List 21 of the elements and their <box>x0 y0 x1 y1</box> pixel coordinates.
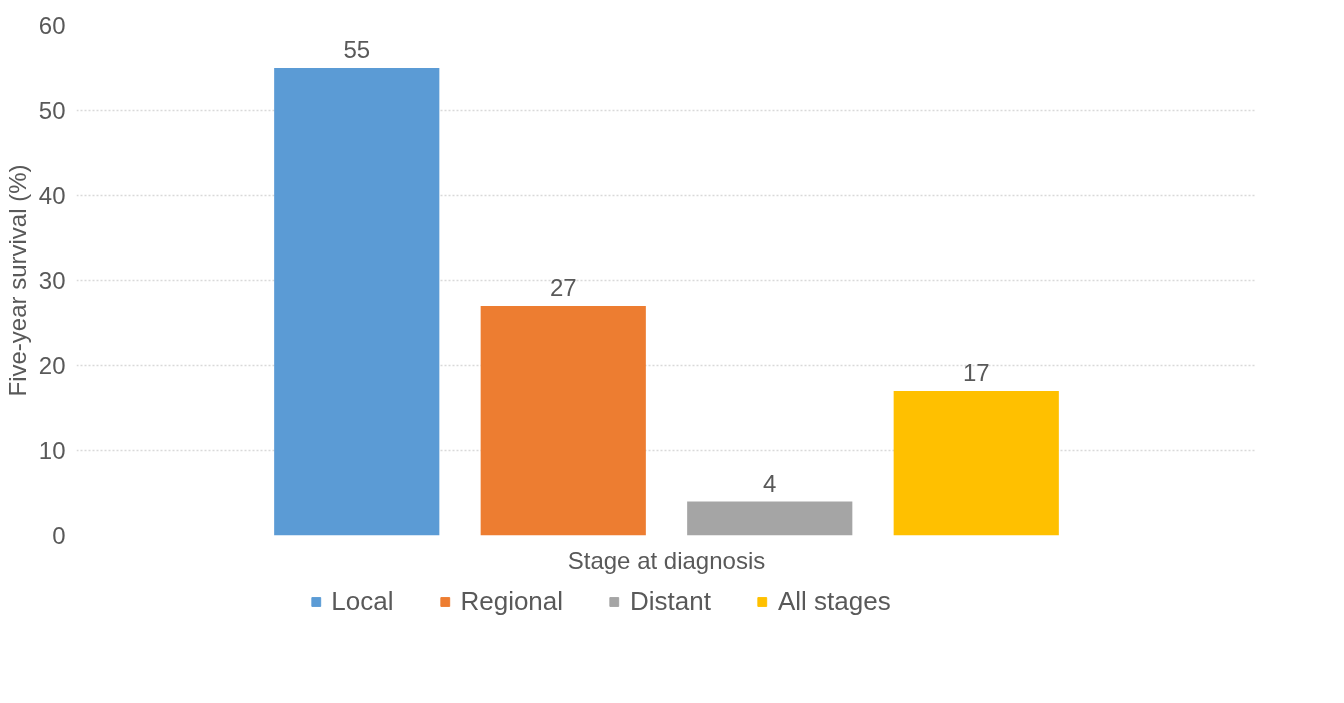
y-tick-label: 40 <box>38 182 66 209</box>
data-label: 4 <box>763 469 777 497</box>
y-tick-label: 0 <box>52 522 66 549</box>
y-tick-label: 20 <box>38 352 66 379</box>
y-tick-label: 50 <box>38 97 66 124</box>
y-tick-label: 30 <box>38 267 66 294</box>
data-label: 17 <box>962 359 990 386</box>
y-axis-title: Five-year survival (%) <box>3 164 31 397</box>
bar <box>893 391 1059 536</box>
data-label: 55 <box>343 36 371 63</box>
legend-label: Regional <box>460 585 564 617</box>
x-axis-title: Stage at diagnosis <box>567 546 766 574</box>
legend-label: Distant <box>630 585 711 617</box>
y-tick-label: 60 <box>38 12 66 39</box>
data-label: 27 <box>549 274 577 301</box>
legend-label: Local <box>331 585 394 617</box>
bar <box>687 501 853 536</box>
bar <box>480 306 646 536</box>
legend-label: All stages <box>777 585 891 617</box>
bar <box>274 68 440 536</box>
y-tick-label: 10 <box>38 437 66 464</box>
